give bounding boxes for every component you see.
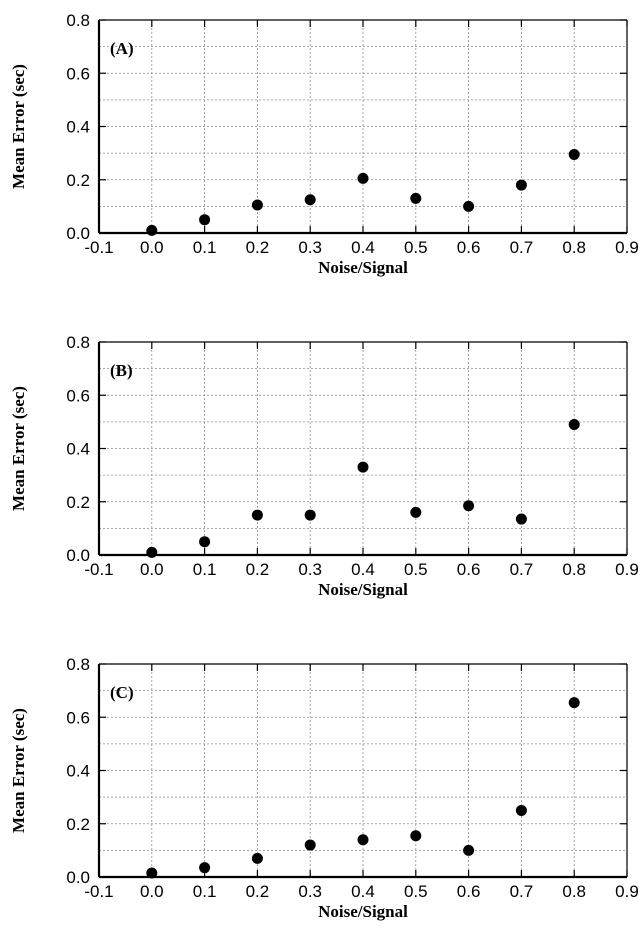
y-tick-label: 0.2 [66, 171, 90, 190]
data-point [410, 506, 422, 518]
y-tick-label: 0.0 [66, 546, 90, 565]
y-tick-label: 0.6 [66, 386, 90, 405]
x-tick-label: 0.8 [562, 238, 586, 257]
data-point [146, 546, 158, 558]
x-tick-label: 0.3 [298, 560, 322, 579]
x-axis-title: Noise/Signal [318, 902, 408, 921]
chart-panel-c: -0.1 0.0 0.1 0.2 0.3 0.4 0.5 0.6 0.7 0.8 0.90.00.2… [9, 655, 639, 921]
x-tick-label: 0.6 [457, 560, 481, 579]
data-point [199, 536, 211, 548]
data-point [199, 214, 211, 226]
x-tick-label: 0.4 [351, 882, 375, 901]
data-point [357, 461, 369, 473]
x-tick-label: 0.9 [615, 560, 639, 579]
x-tick-label: 0.9 [615, 238, 639, 257]
x-tick-label: 0.0 [140, 560, 164, 579]
x-tick-label: 0.6 [457, 238, 481, 257]
data-point [304, 194, 316, 206]
x-tick-label: 0.5 [404, 882, 428, 901]
x-tick-label: 0.0 [140, 882, 164, 901]
y-tick-label: 0.8 [66, 655, 90, 674]
y-tick-label: 0.0 [66, 868, 90, 887]
y-axis-title: Mean Error (sec) [9, 708, 28, 833]
y-tick-label: 0.4 [66, 762, 90, 781]
x-tick-label: 0.2 [246, 560, 270, 579]
y-tick-label: 0.0 [66, 224, 90, 243]
panel-label: (A) [110, 39, 134, 58]
data-point [146, 224, 158, 236]
y-tick-label: 0.4 [66, 440, 90, 459]
y-tick-label: 0.8 [66, 11, 90, 30]
data-point [304, 839, 316, 851]
chart-panel-b: -0.1 0.0 0.1 0.2 0.3 0.4 0.5 0.6 0.7 0.8 0.90.00.2… [9, 333, 639, 599]
x-axis-title: Noise/Signal [318, 580, 408, 599]
data-point [146, 867, 158, 879]
y-tick-label: 0.2 [66, 493, 90, 512]
x-tick-label: 0.6 [457, 882, 481, 901]
x-tick-label: 0.9 [615, 882, 639, 901]
y-tick-label: 0.4 [66, 118, 90, 137]
data-point [304, 509, 316, 521]
x-tick-label: 0.8 [562, 560, 586, 579]
data-point [463, 200, 475, 212]
data-point [515, 513, 527, 525]
y-tick-label: 0.6 [66, 708, 90, 727]
y-tick-label: 0.6 [66, 64, 90, 83]
x-tick-label: 0.7 [510, 238, 534, 257]
x-tick-label: 0.2 [246, 882, 270, 901]
y-axis-title: Mean Error (sec) [9, 386, 28, 511]
data-point [251, 509, 263, 521]
x-tick-label: 0.1 [193, 882, 217, 901]
x-tick-label: 0.7 [510, 560, 534, 579]
x-tick-label: 0.5 [404, 238, 428, 257]
data-point [410, 830, 422, 842]
data-point [199, 862, 211, 874]
x-tick-label: 0.4 [351, 560, 375, 579]
y-tick-label: 0.8 [66, 333, 90, 352]
panel-label: (C) [110, 683, 134, 702]
x-axis-title: Noise/Signal [318, 258, 408, 277]
data-point [251, 852, 263, 864]
data-point [568, 697, 580, 709]
data-point [357, 172, 369, 184]
data-point [463, 500, 475, 512]
data-point [251, 199, 263, 211]
x-tick-label: -0.1 [84, 560, 113, 579]
y-axis-title: Mean Error (sec) [9, 64, 28, 189]
x-tick-label: 0.1 [193, 560, 217, 579]
x-tick-label: 0.1 [193, 238, 217, 257]
data-point [568, 419, 580, 431]
data-point [410, 192, 422, 204]
x-tick-label: 0.7 [510, 882, 534, 901]
data-point [357, 834, 369, 846]
x-tick-label: 0.3 [298, 882, 322, 901]
y-tick-label: 0.2 [66, 815, 90, 834]
data-point [463, 844, 475, 856]
x-tick-label: 0.0 [140, 238, 164, 257]
data-point [568, 148, 580, 160]
x-tick-label: -0.1 [84, 238, 113, 257]
data-point [515, 804, 527, 816]
x-tick-label: -0.1 [84, 882, 113, 901]
x-tick-label: 0.8 [562, 882, 586, 901]
chart-panel-a: -0.1 0.0 0.1 0.2 0.3 0.4 0.5 0.6 0.7 0.8 0.90.00.2… [9, 11, 639, 277]
x-tick-label: 0.5 [404, 560, 428, 579]
x-tick-label: 0.3 [298, 238, 322, 257]
panel-label: (B) [110, 361, 133, 380]
data-point [515, 179, 527, 191]
x-tick-label: 0.4 [351, 238, 375, 257]
x-tick-label: 0.2 [246, 238, 270, 257]
